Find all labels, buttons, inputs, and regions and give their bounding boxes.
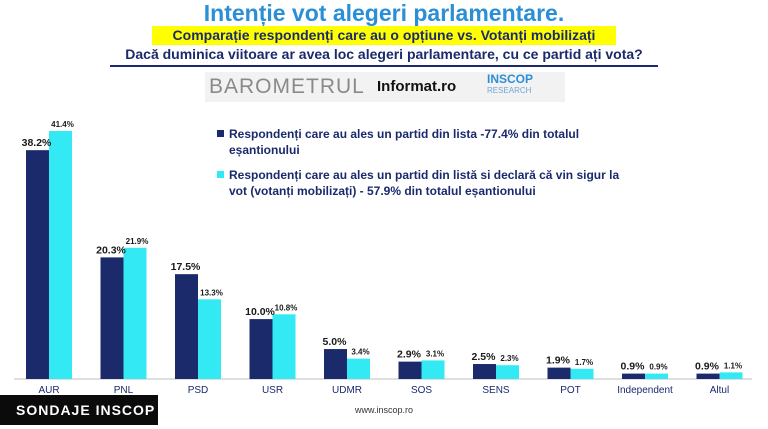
bar-series1-pot <box>547 367 571 379</box>
legend-swatch-series2 <box>217 171 224 178</box>
bar-series1-pnl <box>100 257 124 379</box>
tick-label-sos: SOS <box>411 385 432 396</box>
bar-series1-independent <box>622 373 645 379</box>
bar-series2-sos <box>421 360 445 379</box>
bar-series1-psd <box>175 274 198 379</box>
data-label-series1-sos: 2.9% <box>397 349 422 361</box>
inscop-logo: INSCOP RESEARCH <box>487 72 534 96</box>
barometrul-logo: BAROMETRUL <box>209 75 365 98</box>
legend-swatch-series1 <box>217 130 224 137</box>
bar-series1-sos <box>398 361 422 379</box>
legend-text-series2-line1: Respondenți care au ales un partid din l… <box>229 168 619 182</box>
tick-label-sens: SENS <box>482 385 510 396</box>
data-label-series1-sens: 2.5% <box>472 351 497 363</box>
bar-series2-independent <box>645 373 668 379</box>
bar-series2-altul <box>719 372 743 379</box>
data-label-series1-udmr: 5.0% <box>323 336 348 348</box>
data-label-series1-pnl: 20.3% <box>96 244 126 256</box>
tick-label-pot: POT <box>560 385 581 396</box>
page-title: Intenție vot alegeri parlamentare. <box>203 0 565 26</box>
tick-label-pnl: PNL <box>114 385 134 396</box>
data-label-series1-pot: 1.9% <box>546 355 571 367</box>
tick-label-independent: Independent <box>617 385 673 396</box>
bar-series2-usr <box>272 314 296 379</box>
legend-text-series1-line1: Respondenți care au ales un partid din l… <box>229 127 579 141</box>
logo-strip: BAROMETRUL Informat.ro INSCOP RESEARCH <box>205 72 565 102</box>
data-label-series1-usr: 10.0% <box>245 306 275 318</box>
bar-series2-sens <box>496 365 519 379</box>
tick-label-usr: USR <box>262 385 283 396</box>
tick-label-altul: Altul <box>710 385 729 396</box>
bar-series1-usr <box>249 319 273 379</box>
data-label-series2-altul: 1.1% <box>724 361 742 370</box>
legend-text-series2-line2: vot (votanți mobilizați) - 57.9% din tot… <box>229 184 536 198</box>
informat-logo: Informat.ro <box>377 78 457 95</box>
data-label-series2-psd: 13.3% <box>200 288 223 297</box>
website-label: www.inscop.ro <box>354 405 414 415</box>
tick-label-aur: AUR <box>38 385 59 396</box>
data-label-series2-udmr: 3.4% <box>351 348 369 357</box>
bar-series1-sens <box>473 364 496 379</box>
data-label-series2-usr: 10.8% <box>275 303 298 312</box>
legend-text-series1-line2: eșantionului <box>229 143 300 157</box>
tick-label-udmr: UDMR <box>332 385 362 396</box>
bar-series2-pnl <box>123 247 147 379</box>
inscop-logo-text: INSCOP <box>487 72 534 86</box>
inscop-logo-subtext: RESEARCH <box>487 86 532 95</box>
separator-line <box>110 65 658 67</box>
tick-label-psd: PSD <box>188 385 209 396</box>
bar-series2-aur <box>49 131 72 379</box>
data-label-series2-sens: 2.3% <box>500 354 518 363</box>
data-label-series1-altul: 0.9% <box>695 361 720 373</box>
bar-series2-udmr <box>347 358 370 379</box>
sondaje-badge: SONDAJE INSCOP <box>0 395 158 425</box>
bar-series1-altul <box>696 373 720 379</box>
bar-series1-udmr <box>324 349 347 379</box>
survey-question: Dacă duminica viitoare ar avea loc alege… <box>125 46 643 62</box>
data-label-series1-aur: 38.2% <box>22 137 52 149</box>
data-label-series1-independent: 0.9% <box>621 361 646 373</box>
data-label-series2-independent: 0.9% <box>649 363 667 372</box>
chart-subtitle: Comparație respondenți care au o opțiune… <box>152 26 616 45</box>
data-label-series2-sos: 3.1% <box>426 349 444 358</box>
data-label-series1-psd: 17.5% <box>171 261 201 273</box>
bar-series1-aur <box>26 150 49 379</box>
data-label-series2-aur: 41.4% <box>51 120 74 129</box>
data-label-series2-pnl: 21.9% <box>126 237 149 246</box>
bar-series2-pot <box>570 368 594 379</box>
bar-series2-psd <box>198 299 221 379</box>
data-label-series2-pot: 1.7% <box>575 358 593 367</box>
